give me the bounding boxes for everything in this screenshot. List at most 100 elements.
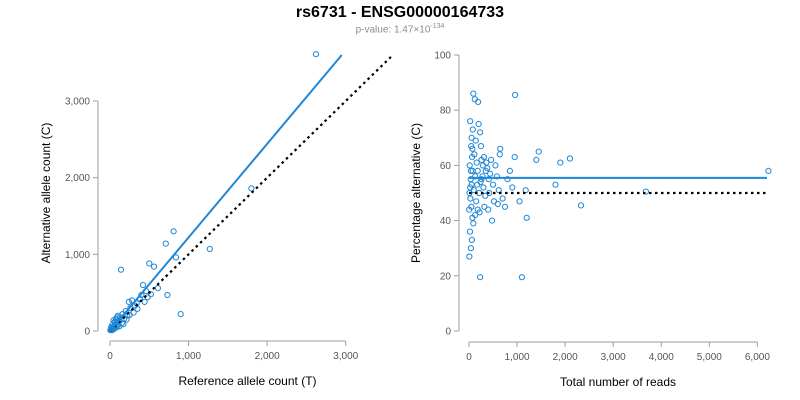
data-point	[150, 263, 158, 270]
data-point	[499, 195, 506, 202]
data-point	[765, 167, 772, 174]
data-point	[472, 173, 479, 180]
data-point	[139, 281, 147, 289]
x-tick-label: 0	[466, 352, 472, 363]
data-point	[501, 203, 509, 210]
data-point	[518, 274, 526, 281]
y-axis-label: Alternative allele count (C)	[39, 123, 53, 264]
data-point	[473, 198, 480, 205]
p-value-text: p-value: 1.47×10	[355, 24, 431, 36]
chart-title: rs6731 - ENSG00000164733	[295, 4, 505, 21]
data-point	[516, 198, 523, 205]
x-tick-label: 5,000	[697, 352, 722, 363]
data-point	[482, 167, 489, 174]
data-point	[248, 185, 255, 192]
data-point	[480, 154, 487, 161]
data-point	[642, 188, 650, 195]
data-point	[535, 148, 542, 155]
y-tick-label: 1,000	[65, 250, 90, 261]
data-point	[487, 170, 494, 177]
data-point	[141, 298, 148, 305]
data-point	[114, 314, 121, 321]
data-point	[468, 134, 475, 141]
data-point	[479, 173, 486, 180]
data-point	[147, 291, 154, 298]
data-point	[577, 202, 585, 209]
data-point	[466, 228, 474, 235]
x-tick-label: 1,000	[176, 351, 201, 362]
data-point	[470, 90, 477, 97]
x-tick-label: 6,000	[745, 352, 770, 363]
y-tick-label: 3,000	[65, 97, 90, 108]
data-point	[466, 206, 473, 213]
data-point	[123, 316, 130, 323]
data-point	[481, 203, 488, 210]
data-point	[512, 91, 519, 99]
data-point	[164, 291, 171, 299]
data-point	[506, 167, 513, 174]
y-tick-label: 2,000	[65, 173, 90, 184]
x-tick-label: 3,000	[333, 351, 358, 362]
data-point	[496, 151, 503, 158]
data-point	[490, 198, 498, 205]
data-point	[177, 311, 184, 318]
data-point	[109, 324, 116, 331]
data-point	[473, 159, 480, 166]
data-point	[467, 176, 474, 183]
x-tick-label: 0	[107, 351, 113, 362]
y-tick-label: 80	[440, 106, 452, 117]
data-point	[125, 298, 132, 305]
data-point	[495, 187, 502, 194]
data-point	[488, 156, 495, 163]
data-point	[472, 137, 479, 144]
y-axis-label: Percentage alternative (C)	[409, 123, 423, 263]
data-point	[172, 254, 180, 261]
data-point	[504, 176, 511, 183]
data-point	[497, 145, 504, 152]
data-point	[552, 181, 559, 188]
data-point	[474, 206, 481, 213]
data-point	[489, 181, 497, 188]
data-point	[533, 156, 540, 163]
data-point	[120, 321, 127, 328]
data-point	[509, 184, 516, 191]
data-point	[479, 162, 486, 169]
y-tick-label: 0	[84, 327, 90, 338]
data-point	[170, 228, 177, 235]
data-point	[478, 176, 485, 183]
p-value-exponent: -134	[430, 23, 445, 30]
data-point	[117, 266, 125, 273]
x-tick-label: 1,000	[505, 352, 530, 363]
data-point	[146, 260, 153, 267]
y-tick-label: 20	[440, 271, 452, 282]
data-point	[477, 129, 484, 136]
data-point	[134, 305, 141, 312]
data-point	[469, 145, 476, 152]
data-point	[477, 143, 485, 150]
data-point	[475, 120, 482, 128]
data-point	[468, 236, 475, 243]
data-point	[472, 212, 479, 219]
x-tick-label: 2,000	[255, 351, 280, 362]
data-point	[474, 167, 481, 174]
x-axis-label: Reference allele count (T)	[178, 374, 316, 388]
data-point	[469, 167, 476, 174]
y-tick-label: 40	[440, 216, 452, 227]
data-point	[477, 274, 484, 281]
data-point	[467, 118, 474, 125]
y-tick-label: 100	[434, 51, 451, 62]
data-point	[485, 176, 492, 183]
y-tick-label: 0	[445, 327, 451, 338]
x-tick-label: 3,000	[601, 352, 626, 363]
x-axis-label: Total number of reads	[560, 375, 676, 389]
data-point	[470, 220, 477, 227]
data-point	[522, 187, 529, 194]
data-point	[466, 162, 473, 169]
data-point	[162, 240, 169, 247]
x-tick-label: 2,000	[553, 352, 578, 363]
data-point	[492, 162, 499, 169]
data-point	[493, 173, 500, 180]
data-point	[466, 253, 473, 260]
